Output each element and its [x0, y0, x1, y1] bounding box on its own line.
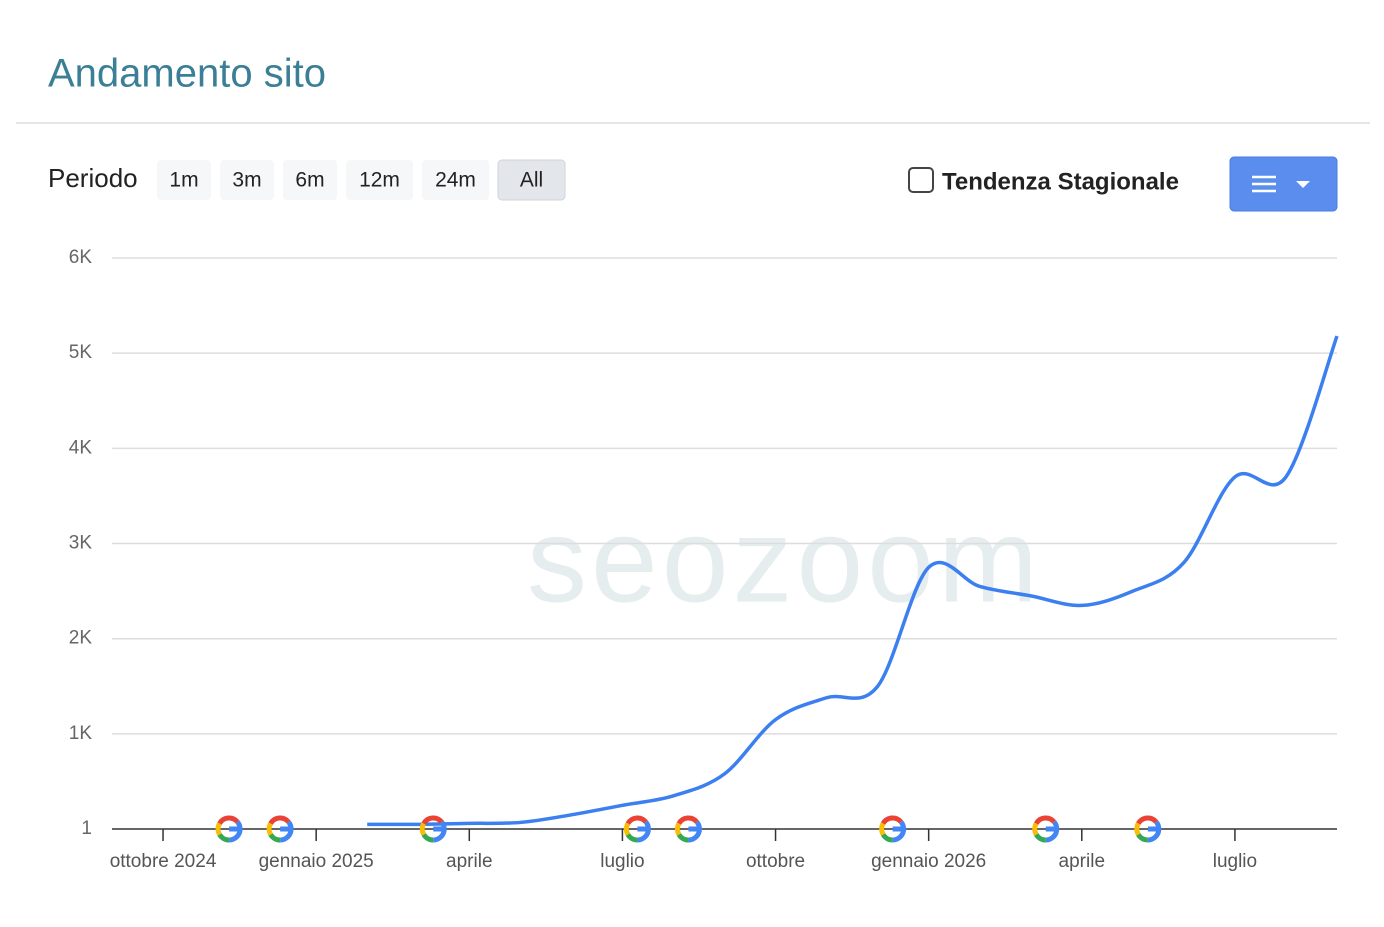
- period-button[interactable]: [422, 160, 489, 200]
- period-button-label[interactable]: 6m: [295, 169, 324, 192]
- period-button-label[interactable]: 12m: [359, 169, 400, 192]
- google-icon-arc: [215, 822, 222, 836]
- google-icon-arc: [676, 833, 689, 843]
- menu-button[interactable]: [1229, 156, 1338, 212]
- google-icon-arc: [217, 833, 230, 843]
- google-update-marker[interactable]: [879, 815, 907, 843]
- google-icon-arc: [266, 822, 273, 836]
- caret: [1296, 181, 1310, 188]
- google-icon-arc: [1136, 833, 1149, 843]
- checkbox-label[interactable]: Tendenza Stagionale: [942, 168, 1179, 195]
- period-button-label[interactable]: 3m: [232, 169, 261, 192]
- x-tick-label: gennaio 2025: [259, 851, 374, 872]
- page-title: Andamento sito: [48, 52, 326, 96]
- checkbox[interactable]: [908, 167, 934, 193]
- google-icon-arc: [268, 815, 291, 825]
- period-button[interactable]: [346, 160, 413, 200]
- google-update-marker[interactable]: [1032, 815, 1060, 843]
- google-update-marker[interactable]: [675, 815, 702, 843]
- y-tick-label: 5K: [69, 342, 93, 363]
- google-icon-arc: [217, 815, 240, 825]
- google-icon-arc: [625, 833, 638, 843]
- period-button[interactable]: [157, 160, 211, 200]
- google-icon-arc: [421, 833, 434, 843]
- period-button[interactable]: [220, 160, 274, 200]
- period-button-label[interactable]: 24m: [435, 169, 476, 192]
- y-tick-label: 1: [81, 818, 92, 839]
- menu-icon: [1252, 175, 1276, 193]
- google-icon-arc: [1032, 822, 1039, 836]
- google-icon-arc: [879, 822, 886, 836]
- google-icon-arc: [1136, 815, 1159, 825]
- x-tick-label: gennaio 2026: [871, 851, 986, 872]
- x-tick-label: aprile: [446, 851, 492, 872]
- x-tick-label: luglio: [1213, 851, 1257, 872]
- google-icon-arc: [421, 815, 444, 825]
- google-icon-arc: [268, 833, 281, 843]
- google-icon-arc: [419, 822, 427, 836]
- y-tick-label: 1K: [69, 723, 93, 744]
- google-icon-arc: [675, 822, 682, 836]
- plot: seozoom 1 1K 2K 3K 4K 5K 6K ottobre 2024 gennaio …: [69, 247, 1339, 872]
- x-tick-label: ottobre 2024: [110, 851, 217, 872]
- google-icon-arc: [1134, 822, 1141, 836]
- google-icon-arc: [676, 815, 699, 825]
- google-icon-arc: [623, 822, 631, 836]
- google-update-marker[interactable]: [623, 815, 651, 843]
- y-tick-label: 3K: [69, 533, 93, 554]
- x-tick-label: ottobre: [746, 851, 805, 872]
- menu-button-bg[interactable]: [1229, 156, 1338, 212]
- x-tick-label: luglio: [600, 851, 644, 872]
- period-button-label[interactable]: All: [520, 169, 543, 192]
- google-update-marker[interactable]: [215, 815, 243, 843]
- series-line: [367, 335, 1339, 827]
- period-buttons: 1m 3m 6m 12m 24m All: [157, 159, 566, 201]
- period-button[interactable]: [497, 159, 566, 201]
- google-icon-arc: [625, 815, 648, 825]
- google-update-marker[interactable]: [419, 815, 447, 843]
- google-icon-arc: [880, 833, 893, 843]
- x-tick-label: aprile: [1059, 851, 1105, 872]
- period-button-label[interactable]: 1m: [169, 169, 198, 192]
- google-icon-arc: [880, 815, 903, 825]
- watermark: seozoom: [527, 494, 1042, 628]
- google-update-marker[interactable]: [266, 815, 294, 843]
- y-tick-label: 4K: [69, 437, 93, 458]
- google-update-marker[interactable]: [1134, 815, 1162, 843]
- google-icon-arc: [1034, 815, 1057, 825]
- google-icon-arc: [1034, 833, 1047, 843]
- y-tick-label: 6K: [69, 247, 93, 268]
- y-tick-label: 2K: [69, 628, 93, 649]
- period-button[interactable]: [283, 160, 337, 200]
- period-label: Periodo: [48, 163, 138, 193]
